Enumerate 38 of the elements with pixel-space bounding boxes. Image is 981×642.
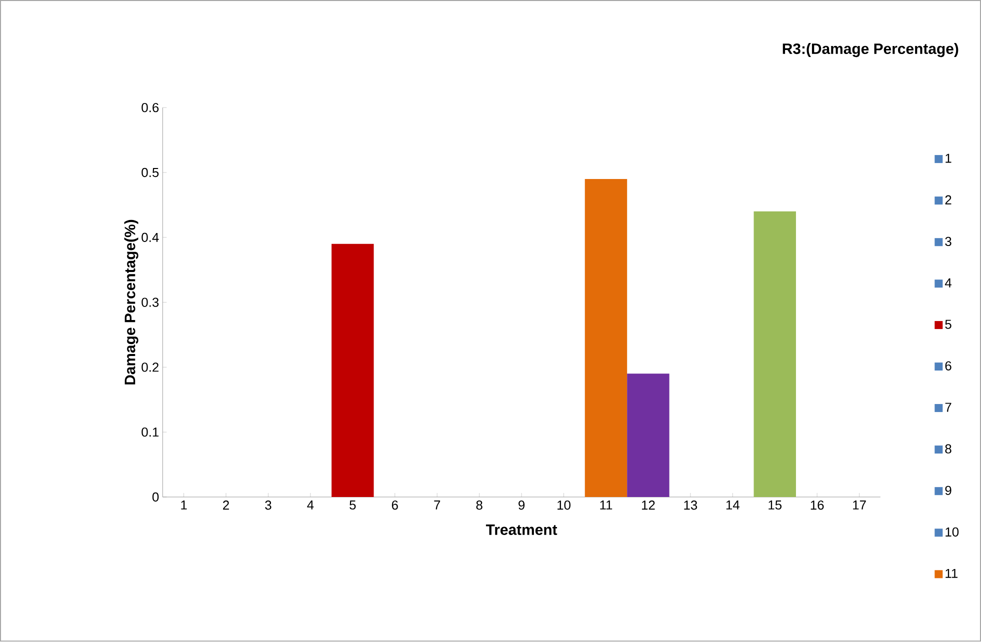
x-tick-label: 5	[350, 500, 356, 510]
y-tick-label: 0.2	[142, 362, 158, 372]
y-tick-label: 0.6	[142, 103, 159, 112]
legend-label: 7	[945, 403, 952, 412]
x-axis-title: Treatment	[486, 524, 558, 536]
x-tick-label: 8	[476, 500, 482, 510]
legend-label: 2	[945, 195, 952, 204]
x-tick-label: 16	[810, 500, 824, 510]
y-tick-label: 0.3	[142, 298, 159, 308]
legend-label: 8	[945, 444, 952, 454]
y-tick-label: 0.4	[142, 232, 159, 242]
legend-label: 10	[946, 528, 959, 537]
legend-label: 3	[945, 237, 952, 246]
legend-label: 9	[945, 486, 952, 496]
legend-label: 6	[945, 361, 952, 371]
x-tick-label: 7	[434, 500, 440, 510]
y-tick-label: 0	[152, 492, 159, 502]
x-tick-label: 4	[307, 500, 314, 510]
x-tick-label: 2	[223, 500, 229, 510]
y-axis-title: Damage Percentage(%)	[124, 220, 138, 385]
x-tick-label: 12	[642, 500, 655, 510]
legend-label: 11	[946, 569, 958, 578]
x-tick-label: 6	[392, 500, 398, 510]
x-tick-label: 11	[600, 500, 612, 510]
y-tick-label: 0.5	[142, 168, 159, 178]
x-tick-label: 14	[726, 500, 740, 510]
legend-label: 1	[946, 154, 952, 163]
x-tick-label: 3	[265, 500, 272, 510]
legend-label: 5	[945, 320, 952, 330]
x-tick-label: 10	[558, 500, 570, 510]
y-tick-label: 0.1	[142, 428, 159, 437]
legend-label: 4	[944, 278, 952, 288]
chart-title: R3:(Damage Percentage)	[782, 43, 958, 58]
x-tick-label: 9	[518, 500, 525, 510]
x-tick-label: 17	[853, 500, 866, 510]
x-tick-label: 15	[768, 500, 782, 510]
x-tick-label: 13	[684, 500, 698, 510]
x-tick-label: 1	[181, 500, 187, 510]
